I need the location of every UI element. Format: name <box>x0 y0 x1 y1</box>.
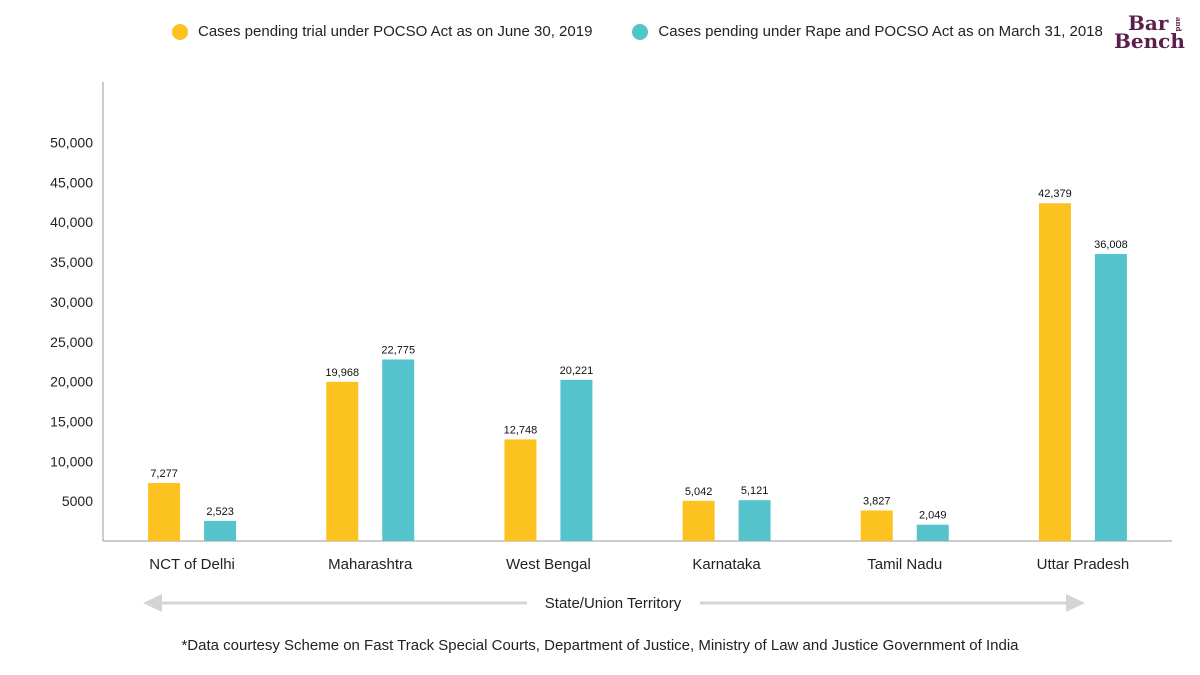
bar <box>1038 203 1071 541</box>
bar-value-label: 22,775 <box>381 344 415 356</box>
bar-value-label: 19,968 <box>325 367 359 379</box>
bar <box>504 439 537 541</box>
bar-value-label: 5,121 <box>741 485 769 497</box>
legend-swatch-yellow <box>172 23 188 40</box>
y-tick-label: 10,000 <box>50 453 93 469</box>
x-tick-label: West Bengal <box>506 556 591 573</box>
x-tick-label: NCT of Delhi <box>149 556 235 573</box>
legend-label-rape-pocso-2018: Cases pending under Rape and POCSO Act a… <box>658 23 1103 40</box>
data-source-footnote: *Data courtesy Scheme on Fast Track Spec… <box>181 637 1019 654</box>
bar-value-label: 3,827 <box>863 495 891 507</box>
y-tick-label: 45,000 <box>50 174 93 190</box>
y-tick-label: 5000 <box>62 493 93 509</box>
bar-value-label: 5,042 <box>685 486 713 498</box>
bar <box>738 500 771 541</box>
bar <box>382 359 415 541</box>
bar-value-label: 36,008 <box>1094 239 1128 251</box>
bar <box>148 483 181 541</box>
x-tick-label: Maharashtra <box>328 556 413 573</box>
legend-item-pocso-2019: Cases pending trial under POCSO Act as o… <box>172 23 592 40</box>
y-tick-label: 35,000 <box>50 254 93 270</box>
bar-value-label: 2,049 <box>919 510 947 522</box>
bar <box>860 510 893 541</box>
bar-value-label: 20,221 <box>560 365 594 377</box>
bar-value-label: 7,277 <box>150 468 178 480</box>
bar-value-label: 42,379 <box>1038 188 1072 200</box>
bar-and-bench-logo: Bar Bench and <box>1114 11 1188 56</box>
legend-swatch-teal <box>632 23 649 40</box>
bar <box>916 524 949 541</box>
x-axis-title: State/Union Territory <box>545 595 682 612</box>
chart-legend: Cases pending trial under POCSO Act as o… <box>172 23 1143 40</box>
bar <box>204 520 237 541</box>
y-tick-label: 40,000 <box>50 214 93 230</box>
x-tick-label: Uttar Pradesh <box>1037 556 1130 573</box>
y-tick-label: 25,000 <box>50 334 93 350</box>
y-tick-label: 15,000 <box>50 413 93 429</box>
logo-word-bar: Bar <box>1128 11 1169 35</box>
bar <box>560 379 593 541</box>
y-tick-label: 30,000 <box>50 294 93 310</box>
bar-value-label: 2,523 <box>206 506 234 518</box>
x-tick-label: Karnataka <box>692 556 761 573</box>
arrow-right-icon <box>1066 594 1085 612</box>
logo-word-bench: Bench <box>1114 29 1185 53</box>
logo-word-and: and <box>1174 17 1183 32</box>
bar <box>326 381 359 541</box>
bar <box>1094 254 1127 541</box>
legend-label-pocso-2019: Cases pending trial under POCSO Act as o… <box>198 23 593 40</box>
y-tick-label: 20,000 <box>50 374 93 390</box>
legend-item-rape-pocso-2018: Cases pending under Rape and POCSO Act a… <box>632 23 1103 40</box>
x-tick-label: Tamil Nadu <box>867 556 942 573</box>
y-tick-label: 50,000 <box>50 135 93 151</box>
arrow-left-icon <box>143 594 162 612</box>
bar <box>682 500 715 541</box>
bar-value-label: 12,748 <box>504 424 538 436</box>
